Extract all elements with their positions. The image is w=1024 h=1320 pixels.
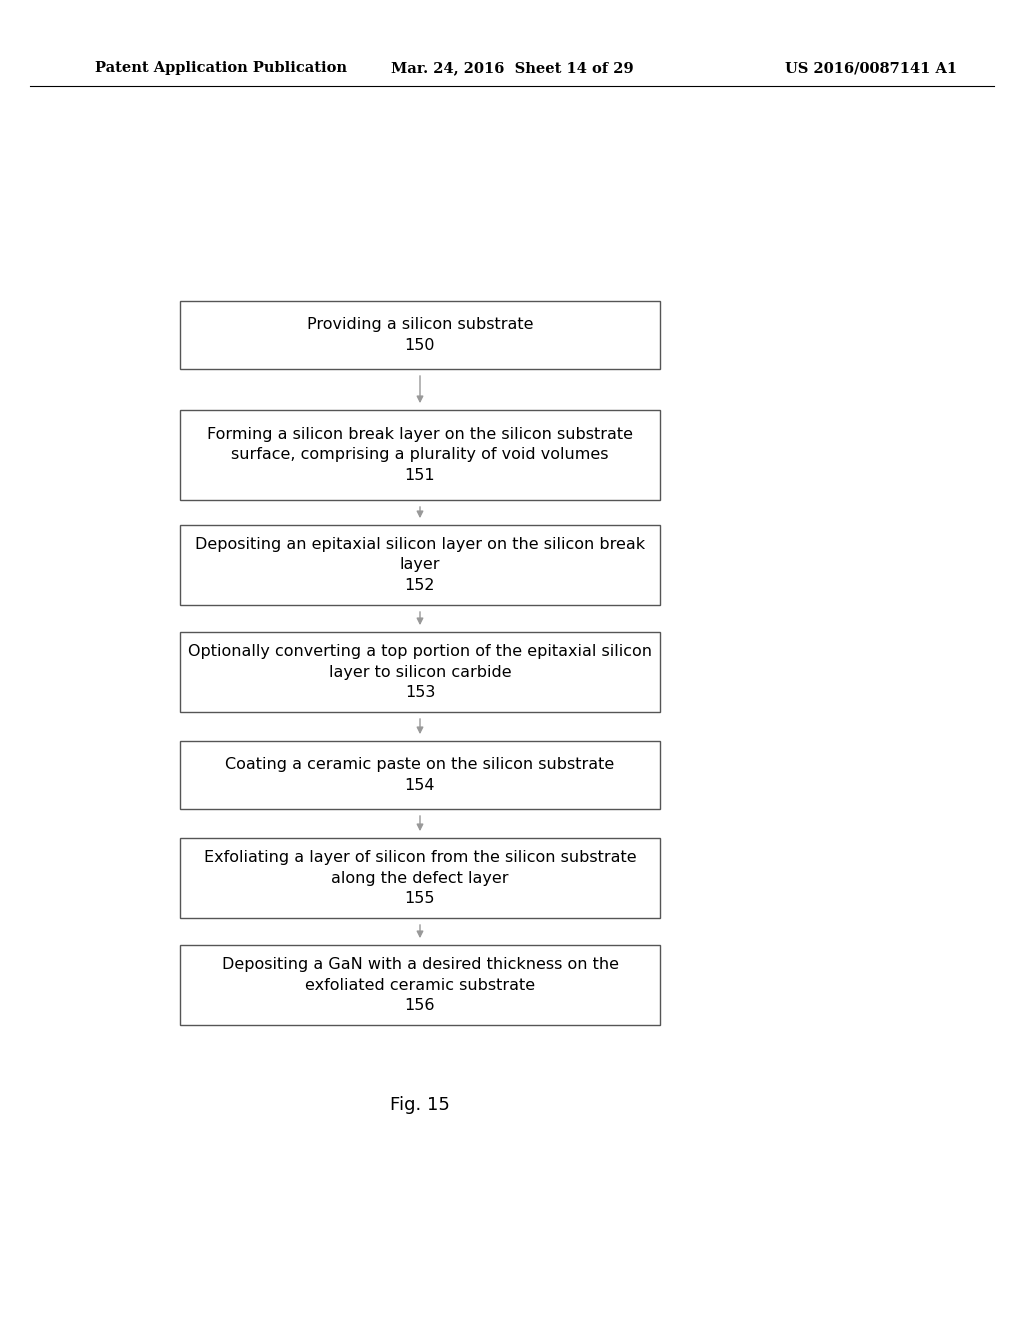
- Bar: [180, 632, 660, 711]
- Text: Patent Application Publication: Patent Application Publication: [95, 61, 347, 75]
- Bar: [180, 838, 660, 917]
- Text: Depositing a GaN with a desired thickness on the
exfoliated ceramic substrate
15: Depositing a GaN with a desired thicknes…: [221, 957, 618, 1012]
- Text: Coating a ceramic paste on the silicon substrate
154: Coating a ceramic paste on the silicon s…: [225, 758, 614, 793]
- Text: Depositing an epitaxial silicon layer on the silicon break
layer
152: Depositing an epitaxial silicon layer on…: [195, 537, 645, 593]
- Text: Mar. 24, 2016  Sheet 14 of 29: Mar. 24, 2016 Sheet 14 of 29: [391, 61, 633, 75]
- Bar: [180, 945, 660, 1026]
- Text: US 2016/0087141 A1: US 2016/0087141 A1: [785, 61, 957, 75]
- Text: Fig. 15: Fig. 15: [390, 1096, 450, 1114]
- Bar: [180, 301, 660, 370]
- Text: Providing a silicon substrate
150: Providing a silicon substrate 150: [307, 317, 534, 352]
- Bar: [180, 411, 660, 500]
- Bar: [180, 525, 660, 605]
- Text: Exfoliating a layer of silicon from the silicon substrate
along the defect layer: Exfoliating a layer of silicon from the …: [204, 850, 636, 906]
- Bar: [180, 741, 660, 809]
- Text: Forming a silicon break layer on the silicon substrate
surface, comprising a plu: Forming a silicon break layer on the sil…: [207, 428, 633, 483]
- Text: Optionally converting a top portion of the epitaxial silicon
layer to silicon ca: Optionally converting a top portion of t…: [188, 644, 652, 700]
